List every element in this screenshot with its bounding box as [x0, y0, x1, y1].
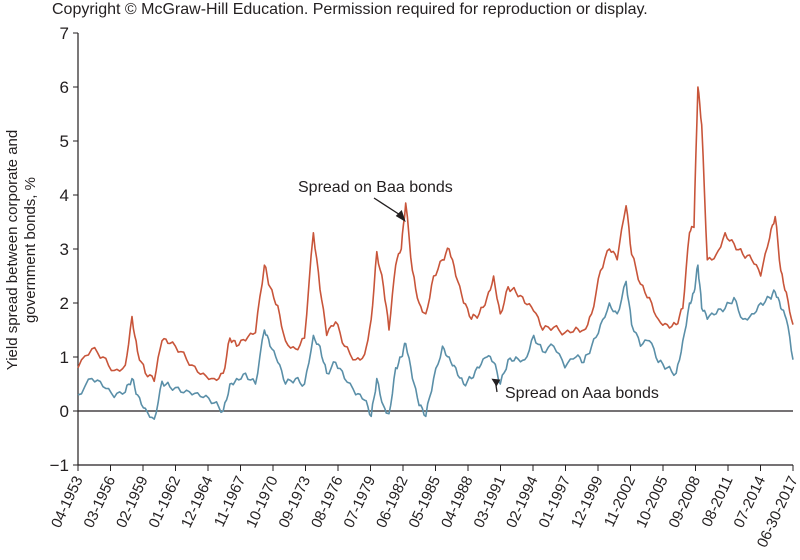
y-tick-label: 6 [60, 78, 69, 97]
baa-annotation-arrow [373, 197, 403, 217]
y-tick-label: 4 [60, 186, 69, 205]
y-tick-label: −1 [50, 456, 69, 475]
x-ticks: 04-195303-195602-195901-196212-196411-19… [48, 465, 800, 550]
series-lines [77, 86, 794, 420]
y-tick-label: 7 [60, 24, 69, 43]
y-tick-label: 3 [60, 240, 69, 259]
axes [77, 33, 793, 466]
baa-annotation-label: Spread on Baa bonds [298, 179, 453, 196]
y-tick-label: 1 [60, 348, 69, 367]
y-axis-label-line: government bonds, % [22, 177, 39, 323]
aaa-arrowhead [491, 378, 501, 387]
baa-arrowhead [395, 210, 406, 222]
y-axis-label: Yield spread between corporate and govern… [4, 130, 39, 370]
y-tick-label: 5 [60, 132, 69, 151]
baa-series-line [77, 86, 794, 383]
y-ticks: −1 0 1 2 3 4 5 6 7 [50, 24, 78, 475]
annotations: Spread on Baa bonds Spread on Aaa bonds [298, 179, 659, 402]
y-axis-label-line: Yield spread between corporate and [4, 130, 21, 370]
y-tick-label: 0 [60, 402, 69, 421]
copyright-notice: Copyright © McGraw-Hill Education. Permi… [52, 1, 648, 18]
y-tick-label: 2 [60, 294, 69, 313]
aaa-series-line [77, 264, 794, 420]
aaa-annotation-label: Spread on Aaa bonds [505, 385, 659, 402]
